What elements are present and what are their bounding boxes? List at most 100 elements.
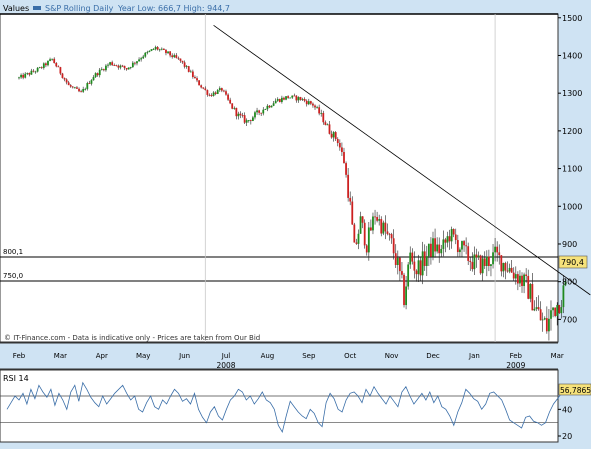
month-label: Jul <box>221 352 231 360</box>
candle-body <box>537 307 540 310</box>
candle-body <box>324 122 327 125</box>
candle-body <box>357 233 360 244</box>
candle-body <box>552 307 554 311</box>
candle-body <box>442 239 445 249</box>
candle-body <box>59 67 62 74</box>
candle-body <box>415 270 418 275</box>
candle-body <box>245 120 248 123</box>
candle-body <box>235 107 238 117</box>
candle-body <box>22 74 25 78</box>
rsi-value-box <box>558 383 591 396</box>
candle-body <box>134 62 136 64</box>
rsi-reference-lines <box>0 395 558 424</box>
candle-body <box>18 77 20 79</box>
candle-body <box>338 143 341 148</box>
candle-body <box>401 271 403 275</box>
candle-body <box>363 222 366 246</box>
candle-body <box>461 241 463 250</box>
candle-body <box>539 309 542 321</box>
candle-body <box>374 216 376 218</box>
candle-body <box>510 267 513 273</box>
candle-body <box>367 227 370 253</box>
candle-body <box>96 73 99 76</box>
candle-body <box>326 124 329 126</box>
year-label: 2009 <box>506 361 525 370</box>
month-label: Aug <box>261 352 275 360</box>
candle-body <box>90 80 93 84</box>
candle-body <box>345 163 347 175</box>
candle-body <box>305 100 308 105</box>
candle-body <box>216 90 219 94</box>
candle-body <box>444 239 447 243</box>
candle-body <box>92 77 95 81</box>
candle-body <box>28 72 31 75</box>
candle-body <box>446 236 449 243</box>
candle-body <box>34 71 37 73</box>
month-label: Oct <box>344 352 356 360</box>
candle-body <box>165 49 167 54</box>
candle-body <box>556 305 559 316</box>
candle-body <box>347 174 350 198</box>
candle-body <box>262 109 265 114</box>
month-label: Dec <box>426 352 440 360</box>
candle-body <box>450 229 453 242</box>
candle-body <box>388 233 391 235</box>
candle-body <box>504 262 507 271</box>
candle-body <box>156 47 159 50</box>
candle-body <box>523 274 525 287</box>
month-label: May <box>136 352 150 360</box>
candle-body <box>67 82 70 86</box>
candle-body <box>285 96 287 100</box>
grid-lines <box>204 14 496 342</box>
candle-body <box>158 49 161 51</box>
candle-body <box>181 60 184 63</box>
candle-body <box>260 112 263 114</box>
candle-body <box>49 59 51 61</box>
candle-body <box>498 252 501 256</box>
candle-body <box>204 88 207 91</box>
rsi-title: RSI 14 <box>3 374 29 383</box>
current-price-box <box>558 255 588 269</box>
candle-body <box>173 55 176 58</box>
candle-body <box>233 107 236 109</box>
candle-body <box>512 272 515 279</box>
candle-body <box>301 99 304 100</box>
candle-body <box>307 101 310 105</box>
candle-body <box>272 103 275 106</box>
candle-body <box>471 262 474 270</box>
month-label: Nov <box>385 352 399 360</box>
candle-body <box>136 61 138 64</box>
rsi-tick-label: 40 <box>562 405 572 414</box>
candle-body <box>378 219 381 221</box>
y-tick-label: 1300 <box>562 89 582 98</box>
candle-body <box>105 65 107 71</box>
candle-body <box>198 80 200 86</box>
candle-body <box>57 66 60 68</box>
candle-body <box>545 318 548 332</box>
candle-body <box>258 110 261 113</box>
candle-body <box>448 236 451 242</box>
month-label: Mar <box>54 352 67 360</box>
candle-body <box>483 258 486 266</box>
candle-body <box>436 244 439 252</box>
candle-body <box>175 55 178 58</box>
candle-body <box>208 94 211 96</box>
candle-body <box>191 71 194 78</box>
y-tick-label: 900 <box>562 240 577 249</box>
candle-body <box>26 72 29 74</box>
legend-swatch <box>33 6 41 10</box>
candle-body <box>210 95 213 96</box>
candle-body <box>291 95 294 98</box>
candle-body <box>459 249 461 253</box>
year-label: 2008 <box>216 361 235 370</box>
candle-body <box>320 112 323 114</box>
candle-body <box>382 222 385 234</box>
candle-body <box>370 227 372 231</box>
candle-body <box>283 97 285 100</box>
candle-body <box>469 260 472 263</box>
candle-body <box>353 224 356 243</box>
candle-body <box>256 110 258 113</box>
candle-body <box>280 97 283 102</box>
candle-body <box>562 285 565 308</box>
candle-body <box>138 59 140 62</box>
